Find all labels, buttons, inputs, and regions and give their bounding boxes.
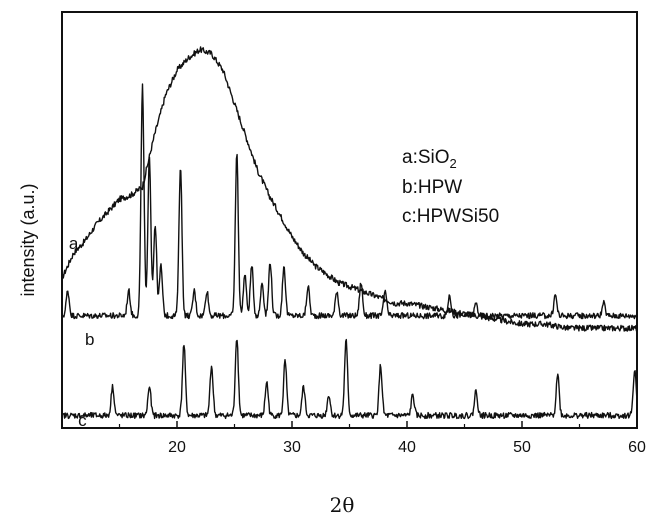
legend-entry-a: a:SiO2 — [402, 147, 457, 171]
x-tick-label-60: 60 — [628, 439, 646, 456]
series-b-label: b — [85, 330, 94, 349]
x-tick-label-20: 20 — [168, 439, 186, 456]
x-axis: 20 30 40 50 60 — [118, 421, 646, 456]
trace-labels: a b c — [69, 234, 95, 430]
x-tick-label-40: 40 — [398, 439, 416, 456]
x-axis-title: 2θ — [330, 493, 355, 517]
chart-traces — [61, 46, 638, 420]
legend: a:SiO2 b:HPW c:HPWSi50 — [402, 147, 499, 227]
legend-entry-c: c:HPWSi50 — [402, 206, 499, 227]
x-tick-label-50: 50 — [513, 439, 531, 456]
series-a-line — [61, 46, 638, 332]
series-a-label: a — [69, 234, 79, 253]
y-axis-title: intensity (a.u.) — [18, 183, 38, 296]
series-c-label: c — [78, 411, 87, 430]
x-tick-label-30: 30 — [283, 439, 301, 456]
series-b-line — [61, 83, 638, 320]
legend-entry-b: b:HPW — [402, 177, 462, 198]
series-c-line — [61, 338, 638, 420]
